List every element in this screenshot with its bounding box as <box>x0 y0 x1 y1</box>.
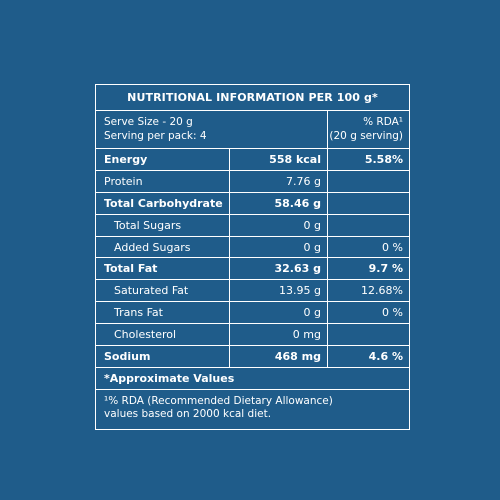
nutrient-name: Added Sugars <box>96 236 230 258</box>
nutrition-table: NUTRITIONAL INFORMATION PER 100 g* Serve… <box>95 84 410 430</box>
nutrient-rda <box>328 215 409 236</box>
rda-header: % RDA¹ (20 g serving) <box>328 111 409 148</box>
nutrient-rda: 0 % <box>382 306 403 320</box>
nutrient-name: Total Fat <box>96 258 230 280</box>
nutrient-rda <box>328 171 409 192</box>
nutrient-amount: 468 mg <box>230 346 328 367</box>
rda-footnote: ¹% RDA (Recommended Dietary Allowance) v… <box>96 390 409 421</box>
nutrient-rda <box>328 324 409 345</box>
nutrient-name: Total Carbohydrate <box>96 192 230 214</box>
nutrient-rda: 4.6 % <box>368 349 403 363</box>
nutrient-amount: 0 g <box>230 214 328 236</box>
table-row-total-fat: Total Fat 32.63 g 9.7 % <box>96 258 409 281</box>
serving-info: Serve Size - 20 g Serving per pack: 4 <box>96 111 328 148</box>
nutrient-amount: 32.63 g <box>230 258 328 280</box>
serving-per-pack: Serving per pack: 4 <box>104 130 207 142</box>
nutrient-amount: 58.46 g <box>230 192 328 214</box>
nutrient-amount: 0 mg <box>230 324 328 346</box>
table-row-cholesterol: Cholesterol 0 mg <box>96 324 409 347</box>
rda-header-label: % RDA¹ <box>363 116 403 128</box>
nutrient-amount: 0 g <box>230 302 328 324</box>
table-title: NUTRITIONAL INFORMATION PER 100 g* <box>96 85 409 111</box>
table-row-energy: Energy 558 kcal 5.58% <box>96 149 409 171</box>
nutrient-name: Cholesterol <box>96 324 230 346</box>
nutrient-name: Protein <box>96 170 230 192</box>
table-row-added-sugars: Added Sugars 0 g 0 % <box>96 236 409 259</box>
table-row-trans-fat: Trans Fat 0 g 0 % <box>96 302 409 325</box>
nutrient-rda: 0 % <box>382 240 403 254</box>
table-row-total-sugars: Total Sugars 0 g <box>96 214 409 237</box>
nutrient-rda: 12.68% <box>361 284 403 298</box>
table-row-saturated-fat: Saturated Fat 13.95 g 12.68% <box>96 280 409 303</box>
serving-header-row: Serve Size - 20 g Serving per pack: 4 % … <box>96 111 409 149</box>
nutrient-amount: 558 kcal <box>230 149 328 170</box>
approximate-values-note: *Approximate Values <box>96 368 409 390</box>
nutrient-name: Trans Fat <box>96 302 230 324</box>
nutrient-name: Energy <box>96 149 230 170</box>
rda-header-serving: (20 g serving) <box>329 130 403 142</box>
nutrient-name: Total Sugars <box>96 214 230 236</box>
nutrient-amount: 0 g <box>230 236 328 258</box>
table-row-total-carbohydrate: Total Carbohydrate 58.46 g <box>96 192 409 215</box>
nutrient-amount: 13.95 g <box>230 280 328 302</box>
table-row-sodium: Sodium 468 mg 4.6 % <box>96 346 409 368</box>
nutrient-name: Sodium <box>96 346 230 367</box>
nutrient-rda: 9.7 % <box>368 262 403 276</box>
rda-footnote-line-1: ¹% RDA (Recommended Dietary Allowance) <box>104 394 333 407</box>
rda-footnote-line-2: values based on 2000 kcal diet. <box>104 407 272 420</box>
nutrient-name: Saturated Fat <box>96 280 230 302</box>
serve-size: Serve Size - 20 g <box>104 116 193 128</box>
nutrient-amount: 7.76 g <box>230 170 328 192</box>
nutrient-rda: 5.58% <box>364 152 403 166</box>
nutrient-rda <box>328 193 409 214</box>
table-row-protein: Protein 7.76 g <box>96 170 409 193</box>
